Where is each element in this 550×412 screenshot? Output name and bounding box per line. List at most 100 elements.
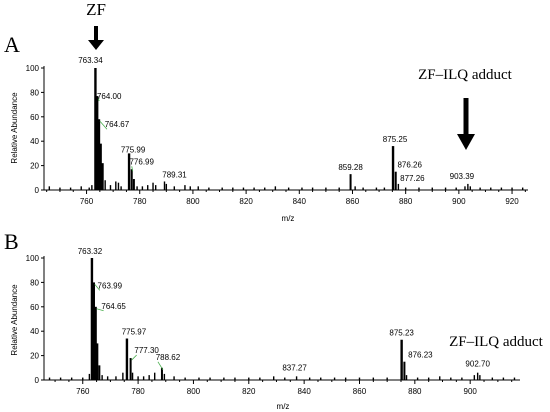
peak-bar	[444, 187, 447, 190]
peak-bar	[208, 187, 210, 190]
peak-bar	[189, 186, 191, 190]
peak-bar	[136, 186, 138, 190]
peak-bar	[469, 186, 471, 190]
peak-bar	[120, 186, 122, 190]
peak-label: 837.27	[282, 363, 307, 372]
peak-label: 875.25	[383, 135, 408, 144]
x-tick-label: 820	[242, 387, 256, 396]
x-tick-label: 860	[353, 387, 367, 396]
peak-bar	[386, 377, 388, 380]
x-tick-label: 880	[399, 197, 413, 206]
zf-arrow	[88, 26, 104, 50]
peak-bar	[431, 187, 433, 190]
peak-label: 763.99	[98, 281, 123, 290]
x-tick-label: 760	[76, 387, 90, 396]
peak-bar	[115, 376, 117, 380]
peak-label: 764.65	[101, 302, 126, 311]
peak-bar	[184, 185, 186, 190]
peak-bar	[80, 186, 82, 190]
peak-label: 903.39	[450, 172, 475, 181]
peak-bar	[311, 187, 314, 190]
peak-bar	[405, 375, 408, 380]
y-tick-label: 80	[30, 88, 39, 97]
adduct-annotation-b: ZF–ILQ adduct	[449, 334, 544, 350]
peak-label: 788.62	[156, 353, 181, 362]
peak-bar	[287, 187, 290, 190]
peak-bar	[403, 361, 406, 380]
peak-bar	[122, 372, 124, 380]
peak-bar	[253, 187, 255, 190]
peak-label-leader	[131, 354, 137, 361]
peak-bar	[473, 375, 476, 380]
peak-label-leader	[96, 308, 104, 312]
peak-bar	[132, 179, 135, 190]
peak-bar	[284, 377, 286, 380]
peak-bar	[152, 182, 154, 190]
peak-bar	[349, 174, 352, 190]
peak-label-leader	[131, 166, 134, 172]
peak-bar	[325, 187, 327, 190]
peak-bar	[274, 186, 277, 190]
peak-bar	[521, 187, 524, 190]
peak-bar	[502, 377, 505, 380]
peak-bar	[94, 306, 97, 380]
x-tick-label: 840	[293, 197, 307, 206]
peak-label: 775.97	[122, 328, 147, 337]
peak-bar	[142, 376, 145, 380]
peak-bar	[88, 373, 91, 380]
peak-bar	[223, 377, 225, 380]
peak-bar	[500, 187, 503, 190]
peak-bar	[391, 146, 395, 190]
peak-bar	[115, 181, 117, 190]
peak-bar	[90, 258, 94, 380]
x-tick-label: 840	[297, 387, 311, 396]
peak-bar	[513, 377, 516, 380]
peak-bar	[184, 377, 186, 380]
spectrum-panel-b: B ZF–ILQ adduct Relative Abundance m/z 0…	[4, 229, 544, 411]
peak-bar	[131, 372, 134, 380]
peak-bar	[94, 68, 97, 190]
peak-bar	[59, 377, 62, 380]
x-axis-label-a: m/z	[282, 214, 295, 223]
peak-bar	[109, 185, 112, 190]
y-tick-label: 0	[35, 376, 40, 385]
x-tick-label: 880	[408, 387, 422, 396]
peak-bar	[160, 367, 163, 380]
peaks-b	[48, 258, 516, 380]
peak-label: 775.99	[121, 145, 146, 154]
peak-bar	[400, 339, 403, 380]
peak-bar	[106, 376, 109, 380]
peak-bar	[117, 182, 120, 190]
x-axis-label-b: m/z	[277, 402, 290, 411]
y-tick-label: 20	[30, 162, 39, 171]
peak-bar	[91, 185, 93, 190]
x-tick-label: 800	[187, 387, 201, 396]
x-tick-label: 800	[186, 197, 200, 206]
peak-label-leader	[99, 120, 108, 130]
peak-bar	[98, 365, 101, 380]
x-tick-label: 820	[239, 197, 253, 206]
x-tick-label: 860	[346, 197, 360, 206]
peak-bar	[259, 377, 261, 380]
peak-bar	[416, 377, 419, 380]
peak-bar	[137, 376, 139, 380]
peak-bar	[69, 187, 72, 190]
peak-bar	[333, 377, 336, 380]
peak-bar	[511, 187, 513, 190]
peak-bar	[104, 180, 106, 190]
peak-bar	[397, 183, 400, 190]
peak-bar	[148, 375, 150, 380]
y-axis-label-a: Relative Abundance	[10, 92, 19, 164]
peak-label: 859.28	[338, 163, 363, 172]
y-tick-label: 100	[26, 254, 40, 263]
peak-label: 776.99	[129, 157, 154, 166]
peak-bar	[153, 372, 156, 380]
adduct-annotation-a: ZF–ILQ adduct	[418, 67, 513, 83]
peak-label: 763.34	[78, 56, 103, 65]
zf-annotation: ZF	[86, 0, 106, 19]
peak-bar	[248, 377, 250, 380]
y-tick-label: 60	[30, 303, 39, 312]
peak-bar	[467, 183, 469, 190]
peak-bar	[221, 187, 223, 190]
panel-label-b: B	[4, 229, 19, 254]
